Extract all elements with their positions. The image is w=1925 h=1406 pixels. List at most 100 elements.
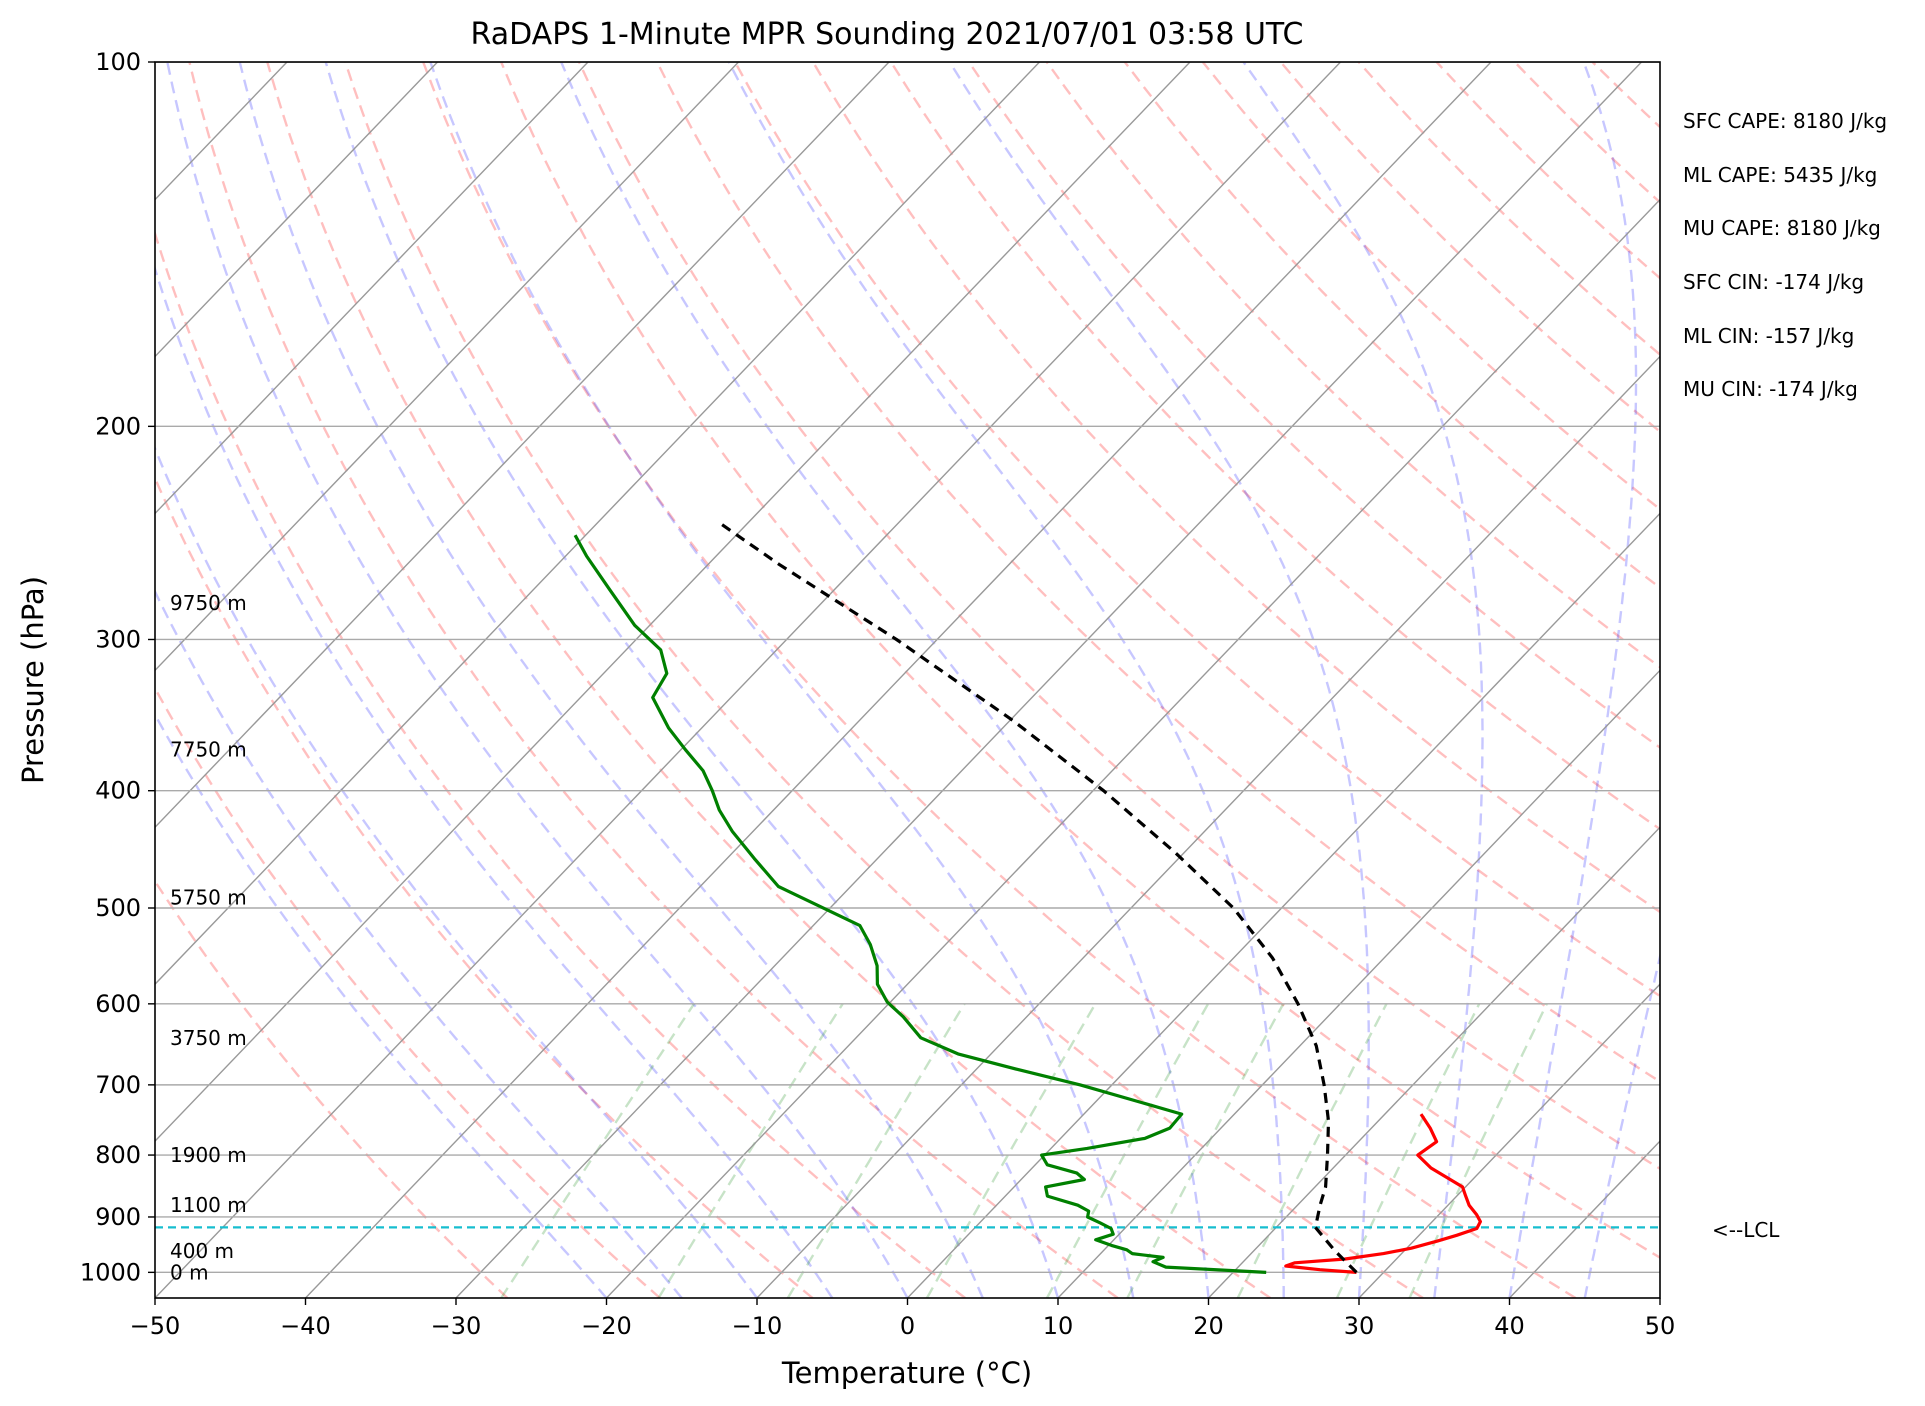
dewpoint-line <box>573 534 1267 1274</box>
y-axis-label: Pressure (hPa) <box>16 576 50 784</box>
x-axis: −50 −40 −30 −20 −10 0 10 20 30 40 50 <box>130 1298 1676 1340</box>
height-label: 7750 m <box>170 738 247 762</box>
x-axis-label: Temperature (°C) <box>781 1356 1032 1390</box>
height-label: 1100 m <box>170 1193 247 1217</box>
isotherm <box>1659 1296 1660 1298</box>
dry-adiabat <box>1435 62 1660 280</box>
isotherm <box>1358 983 1660 1298</box>
dry-adiabat <box>1279 62 1660 434</box>
dry-adiabat <box>733 62 1660 998</box>
moist-adiabat <box>155 265 834 1298</box>
x-tick-label: 50 <box>1645 1312 1676 1340</box>
height-label: 400 m <box>170 1239 234 1263</box>
isotherm <box>155 62 439 358</box>
mixing-ratio-line <box>925 1003 1097 1298</box>
x-tick-label: 30 <box>1344 1312 1375 1340</box>
height-label: 0 m <box>170 1260 209 1284</box>
height-label: 9750 m <box>170 591 247 615</box>
dry-adiabat <box>266 62 1272 1298</box>
dry-adiabat <box>1904 62 1925 1298</box>
dry-adiabat <box>967 62 1660 750</box>
lcl-label: <--LCL <box>1712 1218 1780 1242</box>
dry-adiabat <box>155 475 814 1298</box>
mixing-ratio-line <box>1408 1003 1548 1298</box>
height-label: 5750 m <box>170 885 247 909</box>
isotherm <box>1207 826 1660 1298</box>
mixing-ratio-line <box>1335 1003 1481 1298</box>
moist-adiabat <box>155 712 608 1298</box>
stat-mu-cape: MU CAPE: 8180 J/kg <box>1683 216 1881 240</box>
isotherm <box>155 62 589 515</box>
dry-adiabat <box>1123 62 1660 590</box>
mixing-ratio-line <box>500 1003 696 1298</box>
x-tick-label: −40 <box>280 1312 331 1340</box>
parcel-path <box>717 520 1358 1274</box>
isotherm <box>455 62 1643 1298</box>
isotherm <box>155 62 1191 1143</box>
x-tick-label: −20 <box>581 1312 632 1340</box>
y-tick-label: 600 <box>95 990 141 1018</box>
isotherm <box>1508 1140 1660 1298</box>
moist-adiabat <box>560 62 1210 1298</box>
isotherm <box>605 198 1660 1298</box>
chart-series <box>155 520 1660 1274</box>
x-tick-label: −10 <box>732 1312 783 1340</box>
mixing-ratio-line <box>657 1003 844 1298</box>
stat-ml-cape: ML CAPE: 5435 J/kg <box>1683 163 1877 187</box>
height-label: 3750 m <box>170 1026 247 1050</box>
stat-sfc-cin: SFC CIN: -174 J/kg <box>1683 270 1864 294</box>
moist-adiabat <box>166 62 909 1298</box>
moist-adiabat <box>238 62 984 1298</box>
mixing-ratio-line <box>1126 1003 1285 1298</box>
dry-adiabat <box>344 62 1424 1298</box>
dry-adiabat <box>1748 62 1925 1298</box>
moist-adiabat <box>1583 951 1660 1298</box>
isotherm <box>155 62 1342 1298</box>
y-axis: 100 200 300 400 500 600 700 800 900 1000 <box>80 48 155 1286</box>
y-tick-label: 1000 <box>80 1258 141 1286</box>
dry-adiabat <box>500 62 1660 1260</box>
dry-adiabat <box>155 685 661 1298</box>
dry-adiabat <box>889 62 1660 831</box>
dry-adiabat <box>1591 62 1660 129</box>
chart-grid <box>155 62 1925 1298</box>
dry-adiabat <box>578 62 1660 1171</box>
moist-adiabat <box>1508 62 1638 1298</box>
dry-adiabat <box>188 62 1119 1298</box>
dry-adiabat <box>1826 62 1925 1298</box>
moist-adiabat <box>1242 62 1484 1298</box>
dry-adiabat <box>1357 62 1660 357</box>
stat-sfc-cape: SFC CAPE: 8180 J/kg <box>1683 109 1887 133</box>
y-tick-label: 100 <box>95 48 141 76</box>
dry-adiabat <box>422 62 1577 1298</box>
x-tick-label: −30 <box>431 1312 482 1340</box>
isotherm <box>1811 62 1925 1298</box>
moist-adiabat <box>948 62 1370 1298</box>
moist-adiabat <box>155 445 758 1298</box>
mixing-ratio-line <box>1236 1003 1388 1298</box>
x-tick-label: −50 <box>130 1312 181 1340</box>
y-tick-label: 300 <box>95 625 141 653</box>
moist-adiabat <box>727 62 1285 1298</box>
temperature-line <box>1284 1113 1482 1274</box>
isotherm <box>304 62 1492 1298</box>
y-tick-label: 700 <box>95 1071 141 1099</box>
isotherm <box>906 512 1660 1298</box>
isotherm <box>155 62 740 672</box>
y-tick-label: 200 <box>95 412 141 440</box>
x-tick-label: 0 <box>900 1312 915 1340</box>
y-tick-label: 900 <box>95 1203 141 1231</box>
y-tick-label: 400 <box>95 777 141 805</box>
dry-adiabat <box>1201 62 1660 511</box>
dry-adiabat <box>155 229 966 1298</box>
dry-adiabat <box>155 879 509 1298</box>
mixing-ratio-line <box>1045 1003 1210 1298</box>
isotherm <box>756 355 1660 1298</box>
mixing-ratio-line <box>786 1003 966 1298</box>
isotherm <box>155 62 890 829</box>
y-tick-label: 500 <box>95 894 141 922</box>
x-tick-label: 20 <box>1193 1312 1224 1340</box>
x-tick-label: 10 <box>1043 1312 1074 1340</box>
